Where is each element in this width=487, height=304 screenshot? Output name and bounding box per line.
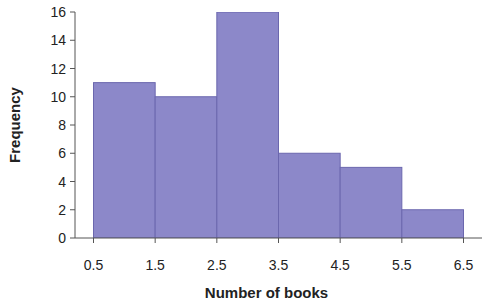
y-tick-label: 10 bbox=[50, 89, 66, 105]
y-tick bbox=[70, 153, 75, 154]
bars bbox=[94, 12, 464, 238]
y-tick-label: 16 bbox=[50, 4, 66, 20]
y-tick bbox=[70, 125, 75, 126]
y-tick bbox=[70, 181, 75, 182]
bar bbox=[155, 97, 217, 238]
bar bbox=[217, 12, 279, 238]
y-tick-label: 6 bbox=[58, 145, 66, 161]
x-tick bbox=[278, 238, 279, 243]
x-tick bbox=[463, 238, 464, 243]
y-tick-label: 0 bbox=[58, 230, 66, 246]
y-tick bbox=[70, 238, 75, 239]
x-tick-label: 0.5 bbox=[84, 257, 104, 273]
x-tick bbox=[93, 238, 94, 243]
y-tick bbox=[70, 40, 75, 41]
bar bbox=[340, 167, 402, 238]
y-tick bbox=[70, 68, 75, 69]
y-tick bbox=[70, 12, 75, 13]
y-axis-label: Frequency bbox=[6, 86, 23, 163]
y-tick bbox=[70, 209, 75, 210]
x-tick-label: 3.5 bbox=[269, 257, 289, 273]
y-tick-label: 8 bbox=[58, 117, 66, 133]
x-tick bbox=[155, 238, 156, 243]
x-tick-label: 4.5 bbox=[330, 257, 350, 273]
x-tick-label: 1.5 bbox=[145, 257, 165, 273]
chart: 0 2 4 6 8 10 12 14 16 0.5 1.5 2.5 3.5 4.5 5.5 6.5 Number… bbox=[0, 0, 487, 304]
x-tick-label: 6.5 bbox=[454, 257, 474, 273]
bar bbox=[94, 83, 156, 238]
x-tick bbox=[216, 238, 217, 243]
x-tick bbox=[340, 238, 341, 243]
y-tick-label: 4 bbox=[58, 174, 66, 190]
y-tick-label: 12 bbox=[50, 61, 66, 77]
x-tick bbox=[401, 238, 402, 243]
bar bbox=[402, 210, 464, 238]
x-tick-label: 2.5 bbox=[207, 257, 227, 273]
y-tick-label: 14 bbox=[50, 32, 66, 48]
bar bbox=[279, 153, 341, 238]
y-tick-label: 2 bbox=[58, 202, 66, 218]
x-axis-label: Number of books bbox=[205, 284, 328, 301]
x-tick-label: 5.5 bbox=[392, 257, 412, 273]
y-tick bbox=[70, 96, 75, 97]
